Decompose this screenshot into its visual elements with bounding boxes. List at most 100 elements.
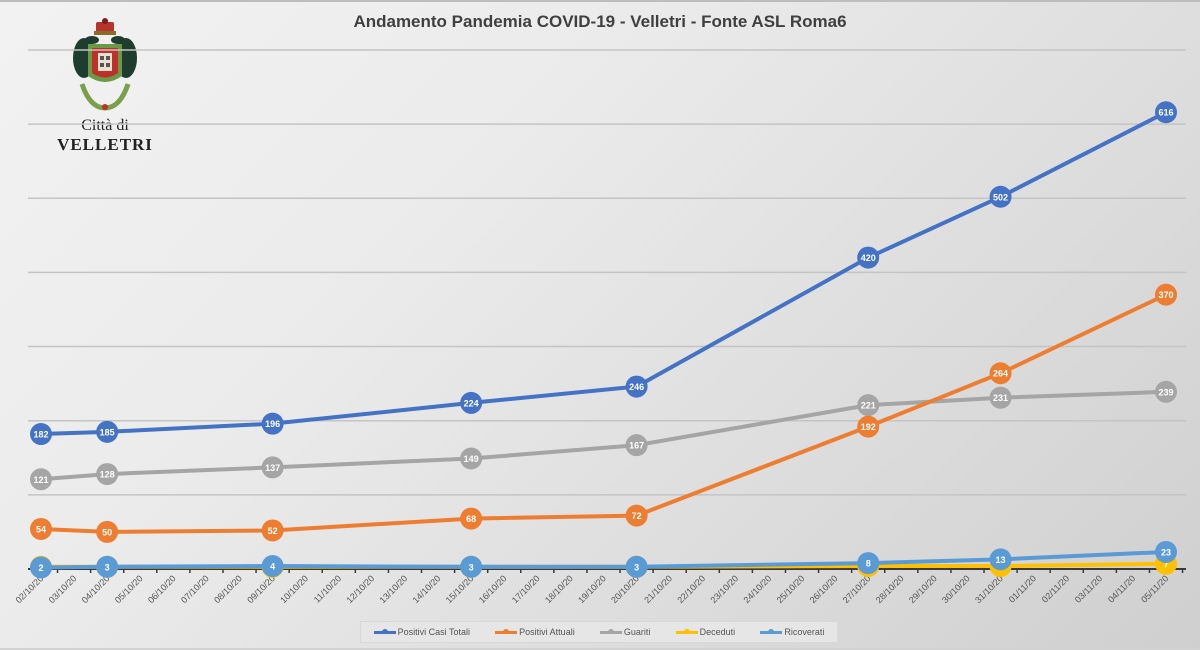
data-label: 13 [996,555,1006,565]
series-positivi-attuali: 54 50 52 68 72 192 264 370 [30,283,1177,543]
data-point[interactable] [857,246,880,269]
data-label: 3 [105,562,110,572]
data-point[interactable] [625,555,648,578]
data-point[interactable] [625,434,648,457]
data-label: 231 [993,393,1008,403]
city-name-line1: Città di [81,117,129,134]
chart-title: Andamento Pandemia COVID-19 - Velletri -… [353,12,847,31]
legend-item[interactable]: Deceduti [675,627,736,637]
x-tick-label: 20/10/20 [609,573,641,605]
data-point[interactable] [96,463,119,486]
data-point[interactable] [30,517,52,540]
x-tick-label: 15/10/20 [444,573,476,605]
data-label: 224 [464,398,479,408]
data-label: 54 [36,524,46,534]
legend-line-icon [373,628,396,634]
x-tick-label: 19/10/20 [576,573,608,605]
x-tick-label: 17/10/20 [510,573,542,605]
x-tick-label: 18/10/20 [543,573,575,605]
legend-label: Guariti [623,627,651,637]
data-label: 185 [100,427,115,437]
data-label: 167 [629,441,644,451]
data-point[interactable] [1155,283,1177,306]
data-point[interactable] [1155,101,1177,124]
data-point[interactable] [625,375,648,398]
data-point[interactable] [261,519,284,542]
data-point[interactable] [989,548,1012,571]
series-positivi-casi-totali: 182 185 196 224 246 420 502 616 [30,101,1177,446]
series-guariti: 121 128 137 149 167 221 231 239 [30,380,1177,491]
legend-label: Positivi Attuali [519,627,575,637]
x-tick-label: 09/10/20 [245,573,277,605]
legend-line-icon [599,628,622,634]
data-point[interactable] [989,185,1012,208]
data-point[interactable] [857,415,880,438]
x-tick-label: 31/10/20 [973,573,1005,605]
data-point[interactable] [96,555,119,578]
city-name-line2: VELLETRI [57,135,153,154]
data-label: 2 [38,563,43,573]
data-point[interactable] [30,556,52,579]
data-point[interactable] [30,423,52,446]
data-label: 72 [632,511,642,521]
data-label: 128 [100,470,115,480]
data-point[interactable] [261,555,284,578]
data-point[interactable] [857,394,880,417]
data-label: 7 [1163,559,1168,569]
data-point[interactable] [261,456,284,479]
legend-item[interactable]: Positivi Attuali [495,627,575,637]
data-label: 149 [464,454,479,464]
data-point[interactable] [261,412,284,435]
x-tick-label: 12/10/20 [344,573,376,605]
legend-item[interactable]: Guariti [599,627,651,637]
data-point[interactable] [460,507,483,530]
x-tick-label: 23/10/20 [708,573,740,605]
data-point[interactable] [989,362,1012,385]
data-label: 52 [268,526,278,536]
data-point[interactable] [96,420,119,443]
x-tick-label: 07/10/20 [179,573,211,605]
data-point[interactable] [857,552,880,575]
legend-line-icon [760,628,783,634]
x-tick-label: 04/10/20 [80,573,112,605]
legend-item[interactable]: Ricoverati [760,627,824,637]
x-tick-label: 16/10/20 [477,573,509,605]
data-point[interactable] [460,447,483,470]
data-point[interactable] [96,520,119,543]
data-point[interactable] [460,391,483,414]
data-label: 239 [1158,387,1173,397]
data-point[interactable] [460,555,483,578]
data-point[interactable] [989,386,1012,409]
x-tick-label: 10/10/20 [278,573,310,605]
data-label: 182 [33,430,48,440]
x-tick-label: 21/10/20 [642,573,674,605]
x-tick-label: 03/11/20 [1073,573,1104,604]
x-tick-label: 04/11/20 [1106,573,1137,604]
legend-label: Deceduti [699,627,736,637]
coat-of-arms-icon [73,18,137,111]
data-label: 4 [270,562,275,572]
data-point[interactable] [625,504,648,527]
legend-item[interactable]: Positivi Casi Totali [373,627,470,637]
legend-label: Positivi Casi Totali [397,627,470,637]
x-tick-label: 29/10/20 [907,573,939,605]
chart-legend: Positivi Casi Totali Positivi Attuali Guar… [360,621,838,643]
data-label: 420 [861,253,876,263]
x-tick-label: 03/10/20 [47,573,79,605]
x-tick-label: 06/10/20 [146,573,178,605]
x-tick-label: 22/10/20 [675,573,707,605]
data-point[interactable] [1155,540,1177,563]
x-tick-label: 08/10/20 [212,573,244,605]
data-label: 23 [1161,547,1171,557]
x-tick-label: 26/10/20 [808,573,840,605]
x-tick-label: 05/10/20 [113,573,145,605]
x-tick-label: 30/10/20 [940,573,972,605]
data-point[interactable] [1155,380,1177,403]
data-label: 192 [861,422,876,432]
data-point[interactable] [30,468,52,491]
x-tick-label: 02/11/20 [1040,573,1071,604]
data-label: 616 [1158,108,1173,118]
